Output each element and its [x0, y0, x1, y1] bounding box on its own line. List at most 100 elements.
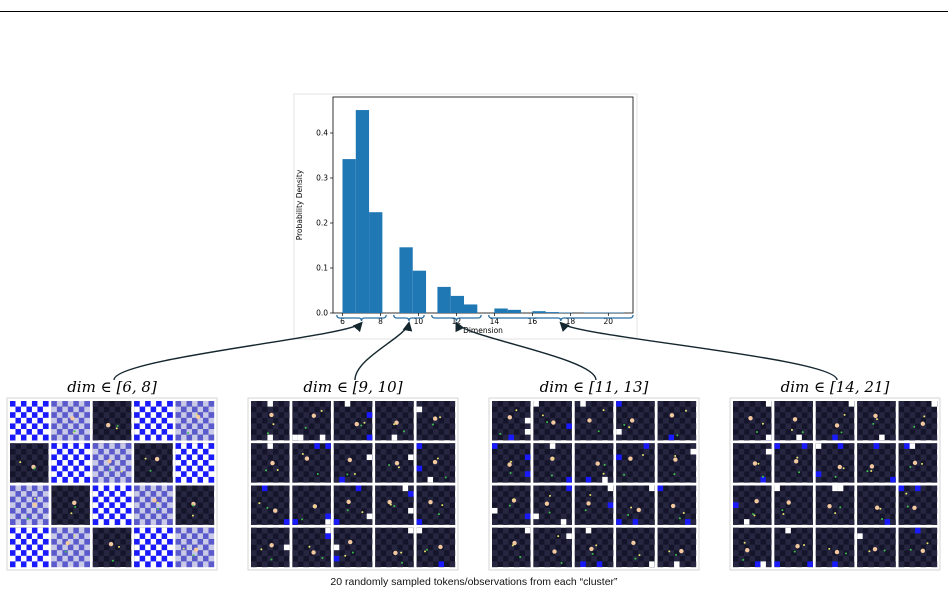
sample-tile — [333, 527, 373, 568]
sample-tile — [333, 401, 373, 441]
cluster-arrow-2 — [455, 321, 597, 381]
y-axis-label: Probability Density — [295, 169, 304, 240]
sample-panel-3 — [729, 397, 941, 571]
sample-tile — [375, 485, 414, 525]
sample-tile — [51, 485, 90, 525]
histogram-bar-1 — [355, 110, 370, 313]
histogram-chart: 6 8 10 12 14 16 18 20 0.00.10.20.30.4 Dimension… — [293, 93, 638, 340]
sample-tile — [774, 401, 813, 441]
sample-tile — [574, 443, 614, 483]
sample-tile — [733, 443, 772, 483]
sample-tile — [657, 527, 697, 568]
sample-tile — [533, 401, 572, 441]
sample-tile — [292, 443, 331, 483]
sample-tile — [333, 485, 373, 525]
sample-tile — [815, 485, 855, 525]
sample-tile — [375, 443, 414, 483]
x-axis-label: Dimension — [463, 326, 503, 335]
sample-tile — [51, 401, 90, 441]
sample-tile — [416, 401, 456, 441]
y-tick-label: 0.2 — [316, 219, 328, 228]
sample-tile — [10, 401, 49, 441]
sample-tile — [616, 401, 655, 441]
sample-tile — [134, 485, 173, 525]
x-tick-label: 10 — [414, 317, 424, 326]
sample-tile — [10, 485, 49, 525]
top-rule — [0, 11, 948, 12]
sample-tile — [251, 485, 290, 525]
sample-tile — [416, 485, 456, 525]
sample-tile — [292, 485, 331, 525]
sample-tile — [92, 485, 132, 525]
y-tick-label: 0.0 — [316, 309, 328, 318]
x-tick-label: 16 — [528, 317, 538, 326]
sample-tile — [92, 401, 132, 441]
cluster-label-1: dim ∈ [9, 10] — [303, 378, 402, 396]
sample-tile — [134, 401, 173, 441]
sample-tile — [657, 443, 697, 483]
sample-tile — [574, 527, 614, 568]
x-tick-label: 8 — [378, 317, 383, 326]
sample-tile — [898, 485, 938, 525]
histogram-bar-3 — [399, 247, 413, 313]
sample-tile — [416, 443, 456, 483]
sample-tile — [857, 527, 896, 568]
sample-tile — [815, 527, 855, 568]
cluster-label-0: dim ∈ [6, 8] — [67, 378, 157, 396]
histogram-bar-9 — [507, 309, 521, 313]
cluster-brace-2 — [431, 314, 482, 322]
x-tick-label: 18 — [566, 317, 576, 326]
sample-tile — [616, 527, 655, 568]
sample-tile — [857, 401, 896, 441]
sample-tile — [857, 443, 896, 483]
sample-tile — [657, 485, 697, 525]
sample-tile — [251, 401, 290, 441]
sample-tile — [175, 527, 215, 568]
cluster-brace-0 — [336, 314, 387, 322]
sample-tile — [492, 401, 531, 441]
sample-tile — [815, 401, 855, 441]
sample-tile — [134, 443, 173, 483]
sample-tile — [533, 527, 572, 568]
histogram-bar-10 — [532, 311, 546, 313]
sample-tile — [375, 527, 414, 568]
histogram-bar-0 — [342, 159, 356, 313]
histogram-bar-2 — [369, 212, 383, 313]
sample-tile — [134, 527, 173, 568]
histogram-bar-11 — [545, 312, 559, 313]
sample-tile — [175, 443, 215, 483]
cluster-arrow-0 — [113, 321, 363, 381]
sample-tile — [251, 527, 290, 568]
y-tick-label: 0.3 — [316, 174, 328, 183]
sample-tile — [533, 443, 572, 483]
sample-tile — [375, 401, 414, 441]
sample-tile — [92, 527, 132, 568]
sample-tile — [416, 527, 456, 568]
sample-tile — [774, 527, 813, 568]
sample-tile — [733, 527, 772, 568]
sample-tile — [175, 401, 215, 441]
sample-tile — [10, 443, 49, 483]
sample-tile — [898, 401, 938, 441]
histogram-bar-7 — [464, 304, 478, 313]
sample-tile — [733, 401, 772, 441]
sample-tile — [492, 527, 531, 568]
sample-tile — [574, 485, 614, 525]
histogram-bar-8 — [494, 308, 508, 313]
sample-panel-0 — [6, 397, 218, 571]
sample-tile — [492, 485, 531, 525]
y-tick-label: 0.4 — [316, 129, 328, 138]
sample-tile — [51, 527, 90, 568]
histogram-bar-4 — [412, 270, 427, 313]
sample-tile — [857, 485, 896, 525]
sample-tile — [10, 527, 49, 568]
sample-tile — [292, 527, 331, 568]
sample-panel-1 — [247, 397, 459, 571]
cluster-label-3: dim ∈ [14, 21] — [781, 378, 890, 396]
sample-tile — [733, 485, 772, 525]
sample-tile — [51, 443, 90, 483]
cluster-arrow-1 — [354, 321, 413, 381]
sample-tile — [616, 485, 655, 525]
cluster-arrow-3 — [559, 321, 838, 381]
sample-tile — [175, 485, 215, 525]
